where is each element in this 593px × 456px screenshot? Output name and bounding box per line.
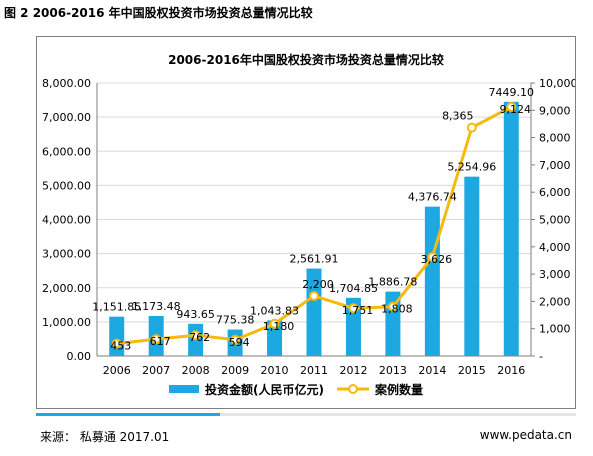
y-left-tick-label: 5,000.00 — [42, 179, 91, 192]
line-data-label: 762 — [189, 331, 210, 344]
legend-line-marker — [348, 384, 358, 394]
bar-data-label: 1,886.78 — [368, 276, 417, 289]
x-tick-label: 2006 — [103, 364, 131, 377]
legend-bar-label: 投资金额(人民币亿元) — [205, 382, 324, 397]
line-data-label: 2,200 — [302, 278, 334, 291]
x-tick-label: 2008 — [182, 364, 210, 377]
bar — [306, 268, 322, 356]
line-data-label: 3,626 — [421, 253, 453, 266]
x-tick-label: 2014 — [418, 364, 446, 377]
y-left-tick-label: 8,000.00 — [42, 77, 91, 90]
line-point — [230, 334, 241, 345]
line-point — [190, 330, 201, 341]
y-right-tick-label: 7,000 — [539, 159, 571, 172]
y-right-tick-label: 1,000 — [539, 323, 571, 336]
line-data-label: 9,124 — [500, 103, 531, 116]
progress-strip — [36, 413, 576, 416]
line-data-label: 617 — [150, 335, 171, 348]
y-left-tick-label: 4,000.00 — [42, 214, 91, 227]
line-data-label: 8,365 — [442, 110, 474, 123]
line-point — [466, 122, 477, 133]
bar-data-label: 4,376.74 — [408, 191, 457, 204]
x-tick-label: 2011 — [300, 364, 328, 377]
line-data-label: 453 — [110, 340, 131, 353]
bar-data-label: 7449.10 — [489, 86, 535, 99]
line-point — [348, 303, 359, 314]
bar-data-label: 5,254.96 — [447, 161, 496, 174]
x-tick-label: 2015 — [458, 364, 486, 377]
source-note: 来源： 私募通 2017.01 — [40, 430, 170, 444]
line-point — [111, 338, 122, 349]
y-right-tick-label: 2,000 — [539, 295, 571, 308]
y-left-tick-label: 0.00 — [67, 350, 92, 363]
bar-data-label: 1,704.85 — [329, 282, 378, 295]
bar — [345, 297, 361, 356]
y-right-tick-label: 9,000 — [539, 104, 571, 117]
bar — [424, 206, 440, 356]
y-right-tick-label: 3,000 — [539, 268, 571, 281]
y-right-tick-label: - — [539, 350, 543, 363]
figure-caption: 图 2 2006-2016 年中国股权投资市场投资总量情况比较 — [4, 6, 313, 20]
combo-chart: 2006-2016年中国股权投资市场投资总量情况比较 0.00 1,000.00 2,… — [42, 52, 575, 397]
y-left-tick-label: 1,000.00 — [42, 316, 91, 329]
x-tick-label: 2012 — [339, 364, 367, 377]
x-tick-label: 2009 — [221, 364, 249, 377]
y-left-tick-label: 3,000.00 — [42, 248, 91, 261]
y-right-tick-label: 8,000 — [539, 132, 571, 145]
line-point — [387, 301, 398, 312]
line-data-label: 1,180 — [263, 320, 295, 333]
line-point — [506, 101, 517, 112]
line-point — [151, 334, 162, 345]
y-right-tick-label: 4,000 — [539, 241, 571, 254]
line-point — [309, 290, 319, 301]
progress-fill — [36, 413, 220, 416]
y-left-tick-label: 6,000.00 — [42, 145, 91, 158]
y-left-tick-label: 7,000.00 — [42, 111, 91, 124]
bar — [464, 176, 480, 356]
x-tick-label: 2010 — [261, 364, 289, 377]
line-point — [427, 252, 438, 263]
bar-data-label: 1,151.85 — [92, 301, 141, 314]
website-link[interactable]: www.pedata.cn — [479, 428, 572, 442]
bar-data-label: 1,173.48 — [132, 300, 181, 313]
line-data-label: 594 — [229, 336, 250, 349]
legend-line-label: 案例数量 — [374, 382, 423, 397]
y-right-tick-label: 6,000 — [539, 186, 571, 199]
line-data-label: 1,751 — [342, 304, 374, 317]
line-data-label: 1,808 — [381, 303, 413, 316]
x-tick-label: 2016 — [497, 364, 525, 377]
x-tick-label: 2013 — [379, 364, 407, 377]
bar-data-label: 1,043.83 — [250, 304, 299, 317]
bar — [267, 320, 283, 356]
line-point — [269, 318, 280, 329]
y-right-tick-label: 5,000 — [539, 214, 571, 227]
y-right-tick-label: 10,000 — [539, 77, 575, 90]
x-tick-label: 2007 — [142, 364, 170, 377]
bar-data-label: 775.38 — [216, 314, 255, 327]
chart-frame: 2006-2016年中国股权投资市场投资总量情况比较 0.00 1,000.00 2,… — [36, 36, 576, 409]
bar — [503, 101, 519, 356]
chart-title: 2006-2016年中国股权投资市场投资总量情况比较 — [168, 52, 444, 67]
bar-data-label: 2,561.91 — [290, 253, 339, 266]
legend-bar-swatch — [169, 385, 199, 393]
y-left-tick-label: 2,000.00 — [42, 282, 91, 295]
bar-data-label: 943.65 — [176, 308, 215, 321]
